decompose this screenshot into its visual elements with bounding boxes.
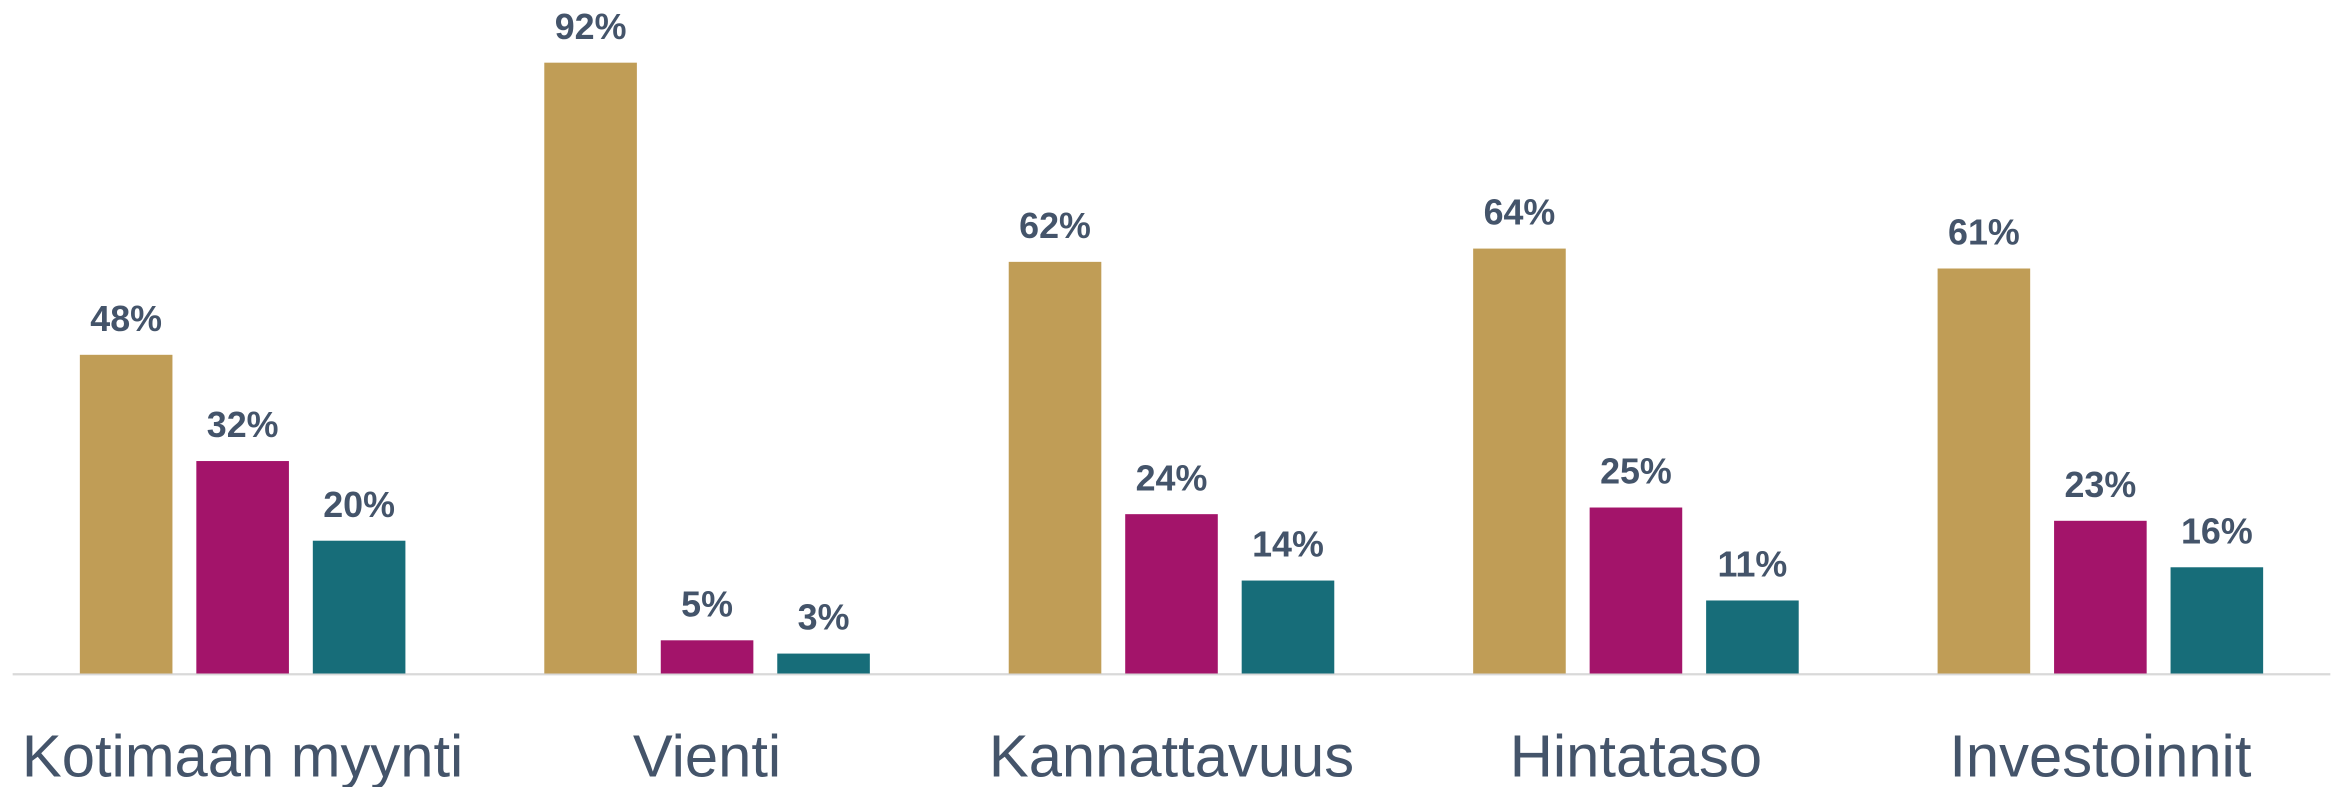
x-tick-label: Investoinnit (1949, 723, 2252, 787)
bar (1473, 248, 1566, 674)
data-label: 5% (681, 584, 733, 624)
data-label: 24% (1136, 458, 1208, 498)
data-label: 61% (1948, 213, 2020, 253)
data-label: 14% (1252, 525, 1324, 565)
bar (777, 653, 870, 674)
data-label: 16% (2181, 511, 2253, 551)
bar (79, 354, 173, 674)
data-label: 48% (90, 299, 162, 339)
bar (1008, 261, 1102, 674)
bar (1241, 580, 1335, 674)
bar (2054, 520, 2147, 674)
bar (660, 640, 754, 674)
data-label: 64% (1484, 193, 1556, 233)
bar (1125, 514, 1218, 674)
bar (544, 62, 637, 674)
bar (1589, 507, 1683, 674)
bar (2170, 567, 2264, 674)
x-tick-label: Vienti (633, 723, 781, 787)
x-tick-label: Hintataso (1510, 723, 1762, 787)
bar (1937, 268, 2031, 674)
data-label: 20% (323, 485, 395, 525)
bar (312, 540, 406, 674)
x-tick-label: Kotimaan myynti (22, 723, 463, 787)
bar (196, 461, 289, 674)
data-label: 25% (1600, 452, 1672, 492)
data-label: 62% (1019, 206, 1091, 246)
data-label: 3% (798, 598, 850, 638)
data-label: 23% (2065, 465, 2137, 505)
data-label: 32% (207, 405, 279, 445)
x-tick-label: Kannattavuus (989, 723, 1354, 787)
bar (1706, 600, 1799, 674)
data-label: 92% (555, 7, 627, 47)
data-label: 11% (1718, 545, 1788, 585)
